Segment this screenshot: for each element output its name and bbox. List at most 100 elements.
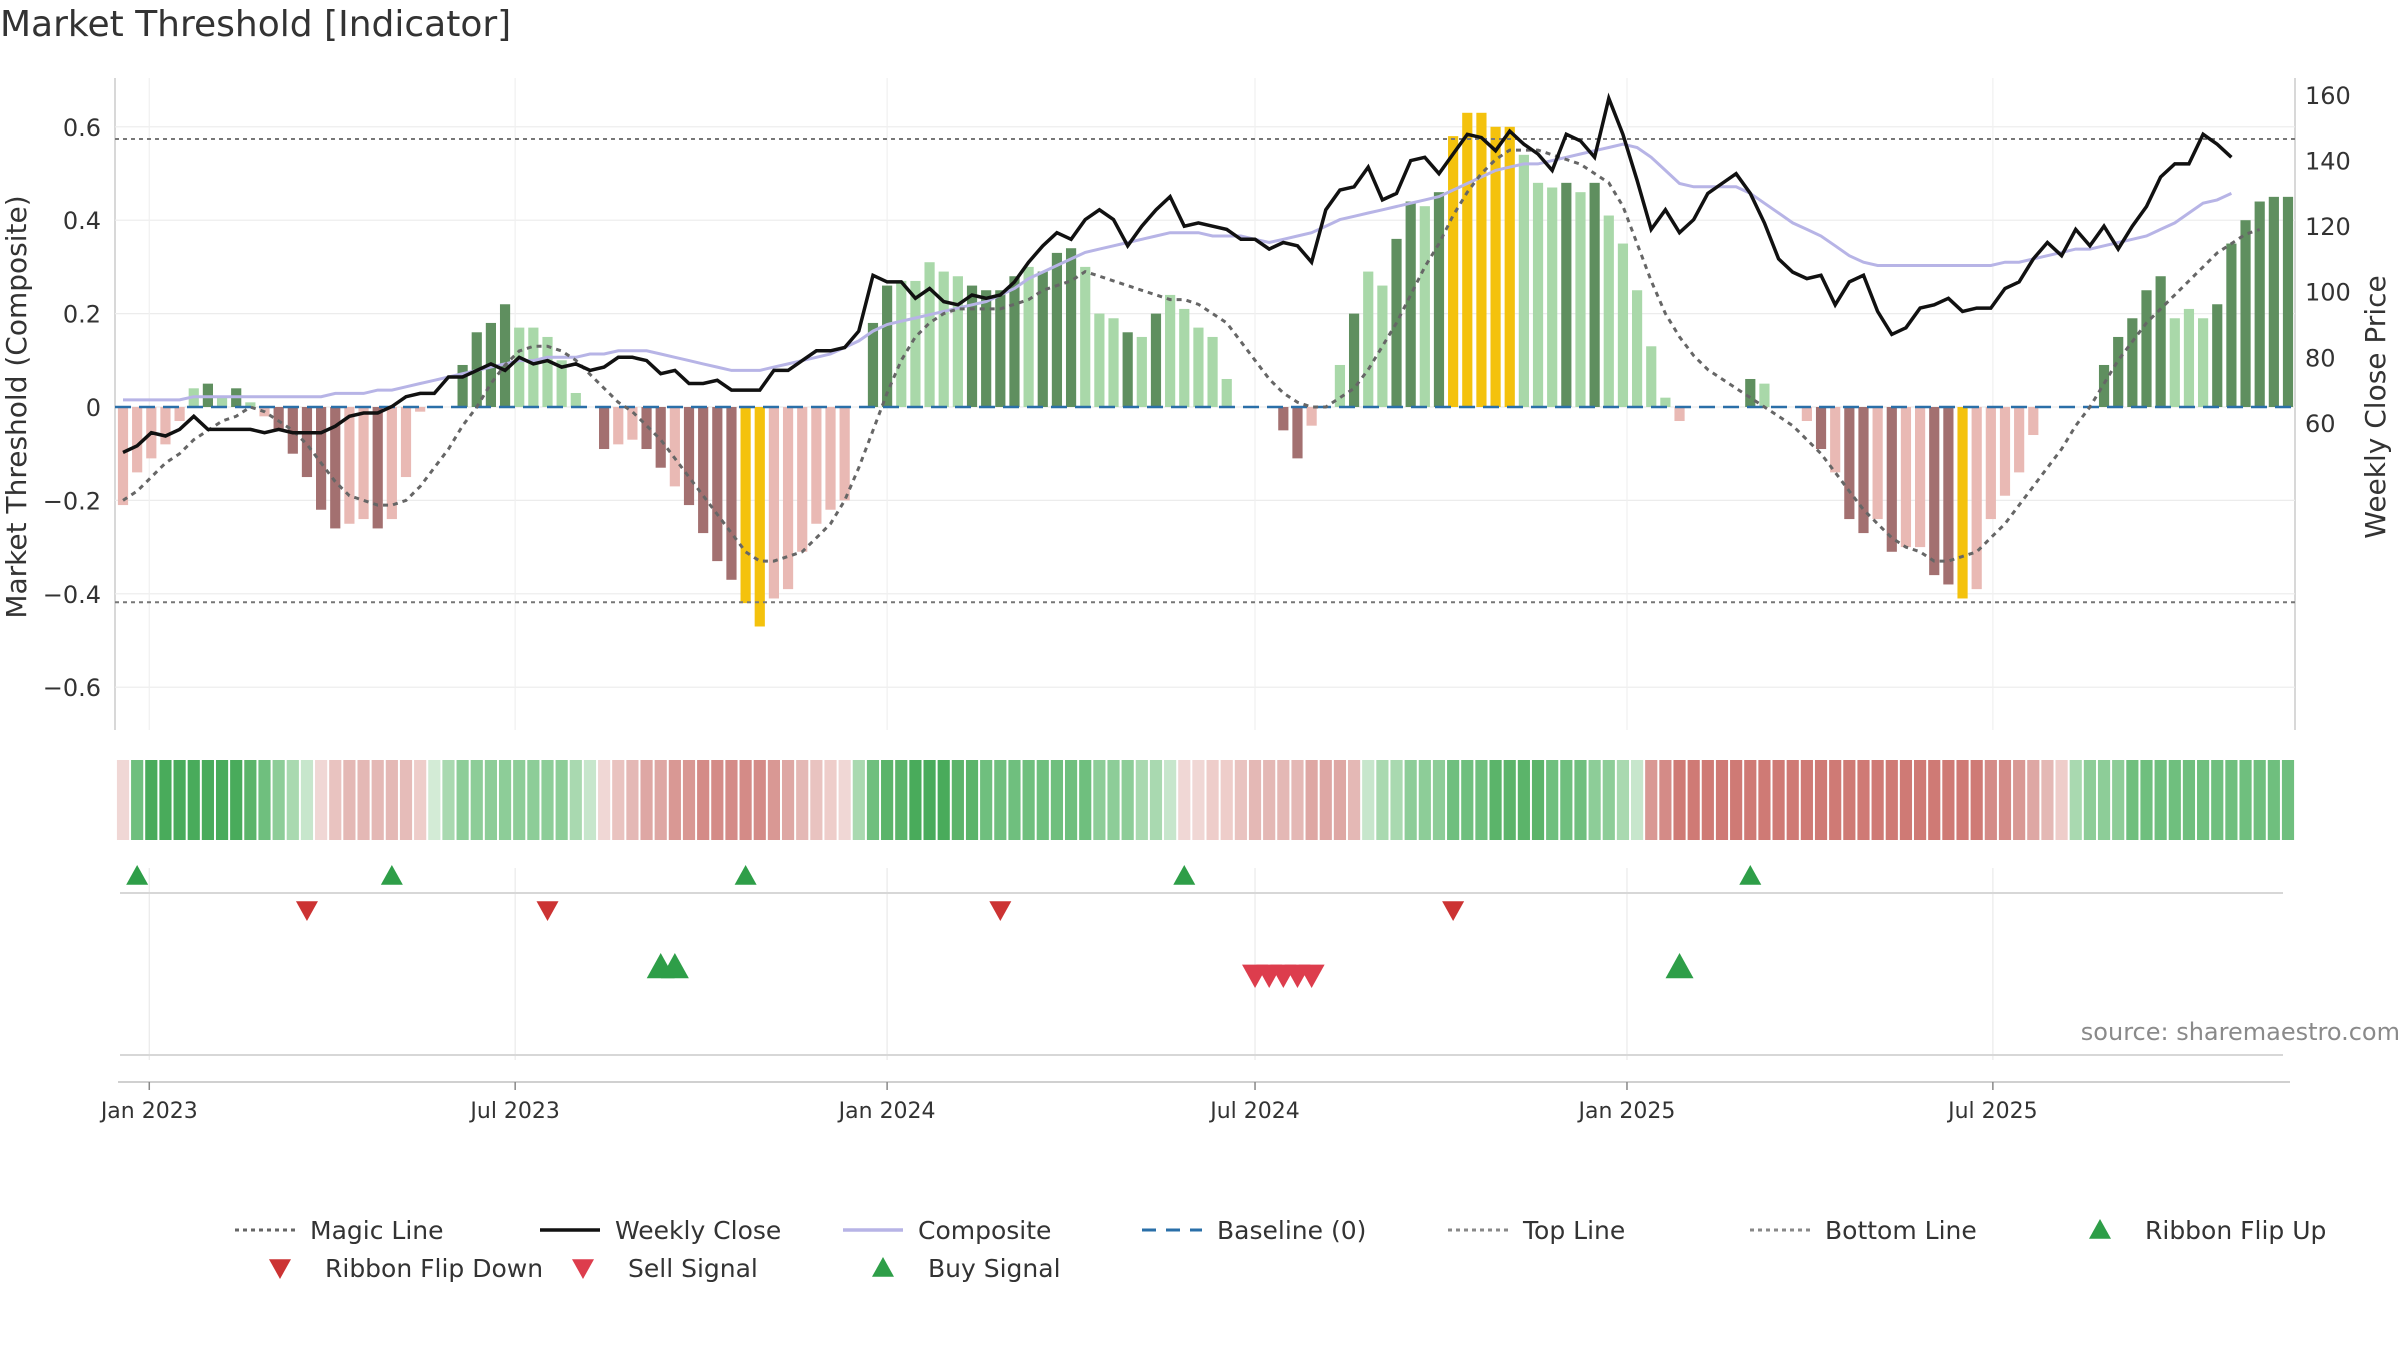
composite-bar	[1547, 187, 1558, 407]
composite-bar	[1306, 407, 1317, 426]
ribbon-segment	[1503, 760, 1516, 840]
ribbon-segment	[1631, 760, 1644, 840]
ribbon-segment	[145, 760, 158, 840]
composite-bar	[386, 407, 397, 520]
legend-swatch	[269, 1259, 291, 1279]
ribbon-segment	[2097, 760, 2111, 840]
ribbon-segment	[668, 760, 681, 840]
composite-bar	[330, 407, 341, 529]
composite-bar	[1023, 266, 1034, 407]
composite-bar	[2113, 336, 2124, 407]
ribbon-segment	[2013, 760, 2026, 840]
ribbon-segment	[1291, 760, 1304, 840]
ribbon-segment	[1277, 760, 1290, 840]
y-tick-label: −0.6	[43, 674, 101, 702]
ribbon-segment	[682, 760, 696, 840]
composite-bar	[1433, 192, 1445, 407]
composite-bar	[1617, 243, 1629, 407]
ribbon-segment	[598, 760, 611, 840]
weekly-close-line	[122, 92, 2233, 454]
ribbon-flip-down-marker	[989, 901, 1012, 921]
ribbon-segment	[810, 760, 823, 840]
ribbon-segment	[1376, 760, 1389, 840]
composite-bar	[896, 280, 907, 407]
composite-bar	[825, 407, 836, 510]
ribbon-segment	[1984, 760, 1997, 840]
y-tick-label: 0	[86, 394, 101, 422]
composite-bar	[1929, 407, 1940, 576]
y-tick-label: 0.4	[63, 207, 101, 235]
ribbon-segment	[1786, 760, 1799, 840]
legend-label: Magic Line	[310, 1216, 444, 1245]
ribbon-segment	[1758, 760, 1771, 840]
composite-bar	[570, 392, 581, 407]
ribbon-segment	[909, 760, 922, 840]
ribbon-segment	[1220, 760, 1233, 840]
composite-bar	[627, 407, 638, 440]
composite-bar	[1646, 346, 1657, 407]
composite-bar	[2141, 290, 2152, 407]
composite-bar	[1193, 327, 1204, 407]
ribbon-flip-up-marker	[380, 865, 403, 885]
composite-bar	[1532, 182, 1544, 407]
ribbon-segment	[1447, 760, 1460, 840]
composite-bar	[1207, 336, 1218, 407]
ribbon-segment	[1899, 760, 1913, 840]
ribbon-segment	[1234, 760, 1247, 840]
ribbon-segment	[725, 760, 738, 840]
composite-bar	[938, 271, 949, 407]
ribbon-segment	[965, 760, 979, 840]
composite-bar	[1943, 407, 1954, 585]
composite-bar	[782, 407, 794, 590]
ribbon-segment	[1319, 760, 1332, 840]
ribbon-segment	[1616, 760, 1630, 840]
ribbon-segment	[1885, 760, 1898, 840]
ribbon-segment	[1814, 760, 1828, 840]
composite-bar	[273, 407, 284, 431]
ribbon-segment	[1390, 760, 1403, 840]
composite-bar	[683, 407, 695, 506]
composite-bar	[499, 304, 511, 407]
ribbon-segment	[1362, 760, 1375, 840]
composite-bar	[1631, 290, 1643, 407]
ribbon-segment	[1829, 760, 1842, 840]
composite-bar	[132, 407, 143, 473]
ribbon-segment	[711, 760, 724, 840]
composite-bar	[216, 397, 228, 407]
ribbon-segment	[781, 760, 795, 840]
x-tick-label: Jul 2023	[468, 1099, 560, 1124]
ribbon-segment	[2239, 760, 2252, 840]
ribbon-segment	[442, 760, 455, 840]
composite-bar	[966, 285, 978, 407]
composite-bar	[726, 407, 737, 580]
ribbon-segment	[697, 760, 710, 840]
composite-bar	[1815, 407, 1827, 450]
ribbon-segment	[1659, 760, 1672, 840]
ribbon-flip-up-marker	[126, 865, 149, 885]
ribbon-segment	[1588, 760, 1601, 840]
ribbon-segment	[753, 760, 766, 840]
composite-bar	[1363, 271, 1374, 407]
ribbon-segment	[1560, 760, 1573, 840]
legend-label: Weekly Close	[615, 1216, 781, 1245]
composite-bar	[712, 407, 723, 562]
composite-bar	[344, 407, 355, 524]
composite-bar	[613, 407, 624, 445]
ribbon-segment	[1517, 760, 1530, 840]
ribbon-segment	[1970, 760, 1983, 840]
ribbon-segment	[1857, 760, 1870, 840]
composite-bar	[1108, 318, 1119, 407]
composite-bar	[754, 407, 765, 627]
ribbon-segment	[1701, 760, 1714, 840]
ribbon-segment	[2112, 760, 2125, 840]
source-note: source: sharemaestro.com	[2080, 1018, 2400, 1046]
ribbon-segment	[1531, 760, 1545, 840]
ribbon-segment	[541, 760, 554, 840]
ribbon-segment	[1461, 760, 1474, 840]
composite-bar	[316, 407, 327, 510]
composite-bar	[1561, 182, 1572, 407]
ribbon-segment	[1008, 760, 1021, 840]
ribbon-segment	[1305, 760, 1318, 840]
ribbon-segment	[951, 760, 964, 840]
ribbon-segment	[399, 760, 413, 840]
